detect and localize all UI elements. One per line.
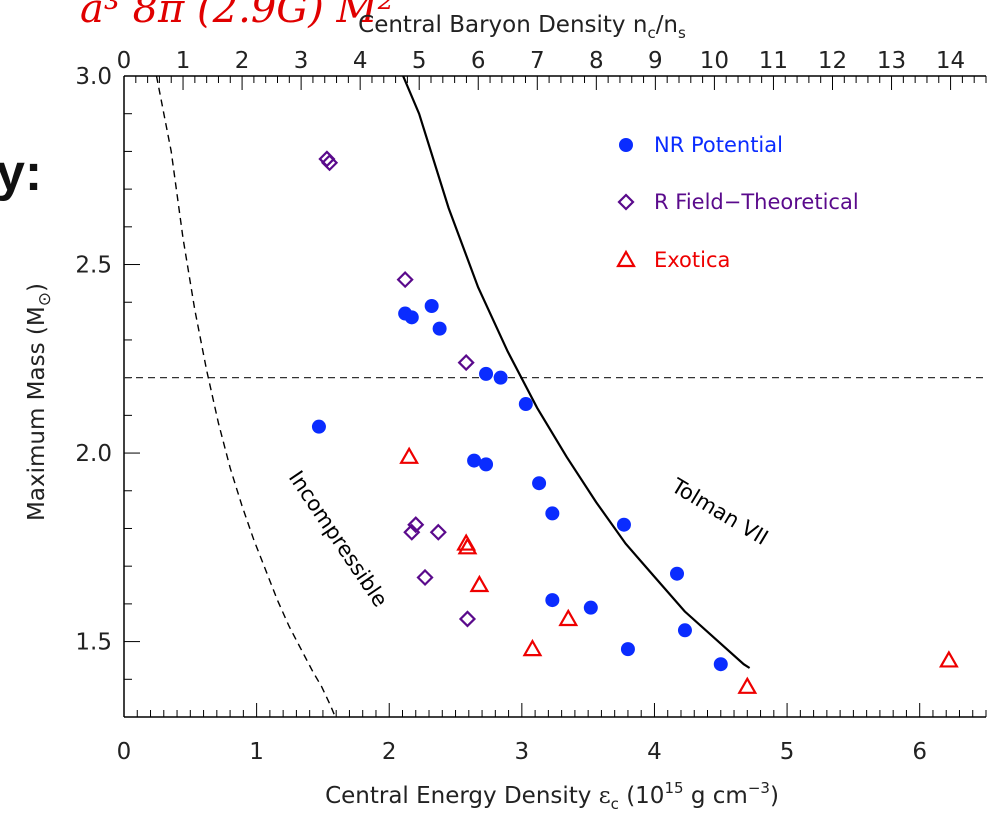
nr-potential-point <box>479 457 494 472</box>
legend-marker-nr-potential <box>619 138 633 152</box>
r-field-theoretical-point <box>396 271 414 289</box>
x-tick-label: 2 <box>382 739 397 765</box>
nr-potential-point <box>493 370 508 385</box>
x2-tick-label: 12 <box>818 48 847 74</box>
bottom-axis-title-exp2: −3 <box>748 779 770 797</box>
nr-potential-point <box>424 299 439 314</box>
exotica-point <box>938 650 959 668</box>
nr-potential-point <box>677 623 692 638</box>
x2-tick-label: 2 <box>235 48 250 74</box>
nr-potential-point <box>545 593 560 608</box>
exotica-point <box>399 446 420 464</box>
bottom-axis-title: Central Energy Density εc (1015 g cm−3) <box>325 779 779 813</box>
nr-potential-point <box>404 310 419 325</box>
exotica-point <box>457 537 478 555</box>
x2-tick-label: 14 <box>936 48 965 74</box>
exotica-point <box>522 638 543 657</box>
x2-tick-label: 8 <box>589 48 604 74</box>
r-field-theoretical-point <box>403 523 421 541</box>
r-field-theoretical-point <box>429 523 447 541</box>
x2-tick-label: 5 <box>412 48 427 74</box>
top-axis-title-sub2: s <box>678 24 686 42</box>
x-tick-label: 5 <box>780 739 795 765</box>
x2-tick-label: 3 <box>294 48 309 74</box>
x2-tick-label: 13 <box>877 48 906 74</box>
x-tick-label: 4 <box>647 739 662 765</box>
r-field-theoretical-point <box>458 610 477 628</box>
legend-label-nr-potential: NR Potential <box>654 133 783 157</box>
y-tick-label: 2.5 <box>75 253 112 279</box>
x2-tick-label: 10 <box>700 48 729 74</box>
x2-tick-label: 1 <box>176 48 191 74</box>
x2-tick-label: 11 <box>759 48 788 74</box>
nr-potential-point <box>479 366 494 381</box>
top-axis-title-slash: /n <box>656 12 678 38</box>
nr-potential-point <box>518 397 533 412</box>
x2-tick-label: 4 <box>353 48 368 74</box>
r-field-theoretical-point <box>407 516 425 534</box>
x-tick-label: 0 <box>117 739 132 765</box>
bottom-axis-title-text: Central Energy Density <box>325 783 599 809</box>
x-tick-label: 6 <box>912 739 927 765</box>
left-text-fragment: y: <box>0 144 42 202</box>
nr-potential-point <box>532 476 547 491</box>
legend-label-exotica: Exotica <box>654 248 730 272</box>
r-field-theoretical-point <box>320 154 339 172</box>
bottom-axis-title-exp1: 15 <box>664 779 683 797</box>
x2-tick-label: 6 <box>471 48 486 74</box>
legend-label-r-field-theoretical: R Field−Theoretical <box>654 190 859 214</box>
x-tick-label: 3 <box>515 739 530 765</box>
r-field-theoretical-point <box>416 568 434 587</box>
incompressible-curve <box>155 76 336 717</box>
y-axis-title-sun: ⊙ <box>35 292 55 306</box>
nr-potential-point <box>432 321 447 336</box>
y-axis-title-close: ) <box>24 283 50 292</box>
nr-potential-point <box>670 566 685 581</box>
bottom-axis-title-close: ) <box>770 783 779 809</box>
nr-potential-point <box>545 506 560 521</box>
r-field-theoretical-point <box>457 354 475 372</box>
nr-potential-point <box>467 453 482 468</box>
top-axis-title-sub1: c <box>647 24 655 42</box>
nr-potential-point <box>616 517 631 532</box>
x-tick-label: 1 <box>249 739 264 765</box>
y-tick-label: 2.0 <box>75 441 112 467</box>
x2-tick-label: 9 <box>648 48 663 74</box>
legend-marker-r-field-theoretical <box>617 193 635 211</box>
nr-potential-point <box>311 419 326 434</box>
legend-marker-exotica <box>616 249 636 268</box>
tolman-vii-curve <box>402 76 751 669</box>
top-formula-fragment: a³ 8π (2.9G) M² <box>80 0 394 32</box>
legend: NR Potential R Field−Theoretical Exotica <box>616 133 859 272</box>
exotica-point <box>737 676 758 694</box>
exotica-point <box>469 574 490 593</box>
bottom-axis-title-units2: g cm <box>684 783 748 809</box>
incompressible-label: Incompressible <box>284 466 393 611</box>
tolman-vii-label: Tolman VII <box>667 473 773 550</box>
y-axis-title-text: Maximum Mass (M <box>24 306 50 521</box>
bottom-axis-title-epsilon: ε <box>599 783 611 809</box>
y-axis-title: Maximum Mass (M⊙) <box>24 283 55 521</box>
y-tick-label: 3.0 <box>75 64 112 90</box>
nr-potential-point <box>583 600 598 615</box>
bottom-axis-title-sub: c <box>611 795 619 813</box>
bottom-axis-title-units: (10 <box>619 783 665 809</box>
exotica-point <box>558 608 579 627</box>
y-tick-label: 1.5 <box>75 630 112 656</box>
nr-potential-point <box>620 642 635 657</box>
plot-area: 0 1 2 3 4 5 60 1 2 3 4 5 6 7 8 9 10 11 12 13 141.52.02.53.0T… <box>75 48 987 765</box>
top-axis-title-text: Central Baryon Density n <box>358 12 647 38</box>
nr-potential-point <box>713 657 728 672</box>
x2-tick-label: 7 <box>530 48 545 74</box>
x2-tick-label: 0 <box>117 48 132 74</box>
top-axis-title: Central Baryon Density nc/ns <box>358 12 686 42</box>
